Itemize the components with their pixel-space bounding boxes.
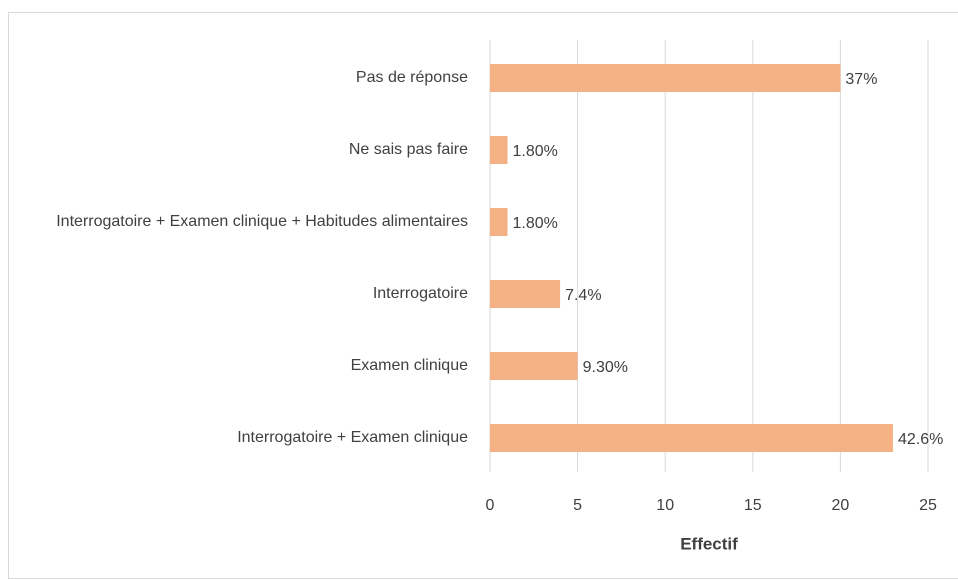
x-tick-label: 15 [744,497,762,514]
x-tick-label: 25 [919,497,937,514]
data-label: 42.6% [898,431,943,448]
bar [490,64,841,92]
x-tick-label: 10 [656,497,674,514]
x-tick-label: 5 [573,497,582,514]
data-label: 37% [845,71,877,88]
data-label: 7.4% [565,287,601,304]
bar [490,352,578,380]
bar [490,136,508,164]
y-tick-label: Interrogatoire + Examen clinique [237,429,468,446]
data-label: 9.30% [583,359,628,376]
x-axis-title: Effectif [680,534,738,553]
y-tick-label: Ne sais pas faire [349,141,468,158]
y-tick-label: Interrogatoire [373,285,468,302]
y-tick-label: Pas de réponse [356,69,468,86]
y-tick-label: Interrogatoire + Examen clinique + Habit… [56,213,468,230]
bar [490,280,561,308]
x-tick-label: 20 [832,497,850,514]
data-label: 1.80% [513,215,558,232]
y-tick-label: Examen clinique [351,357,469,374]
bar [490,424,893,452]
x-tick-label: 0 [486,497,495,514]
data-label: 1.80% [513,143,558,160]
bar [490,208,508,236]
chart-border [8,12,958,579]
